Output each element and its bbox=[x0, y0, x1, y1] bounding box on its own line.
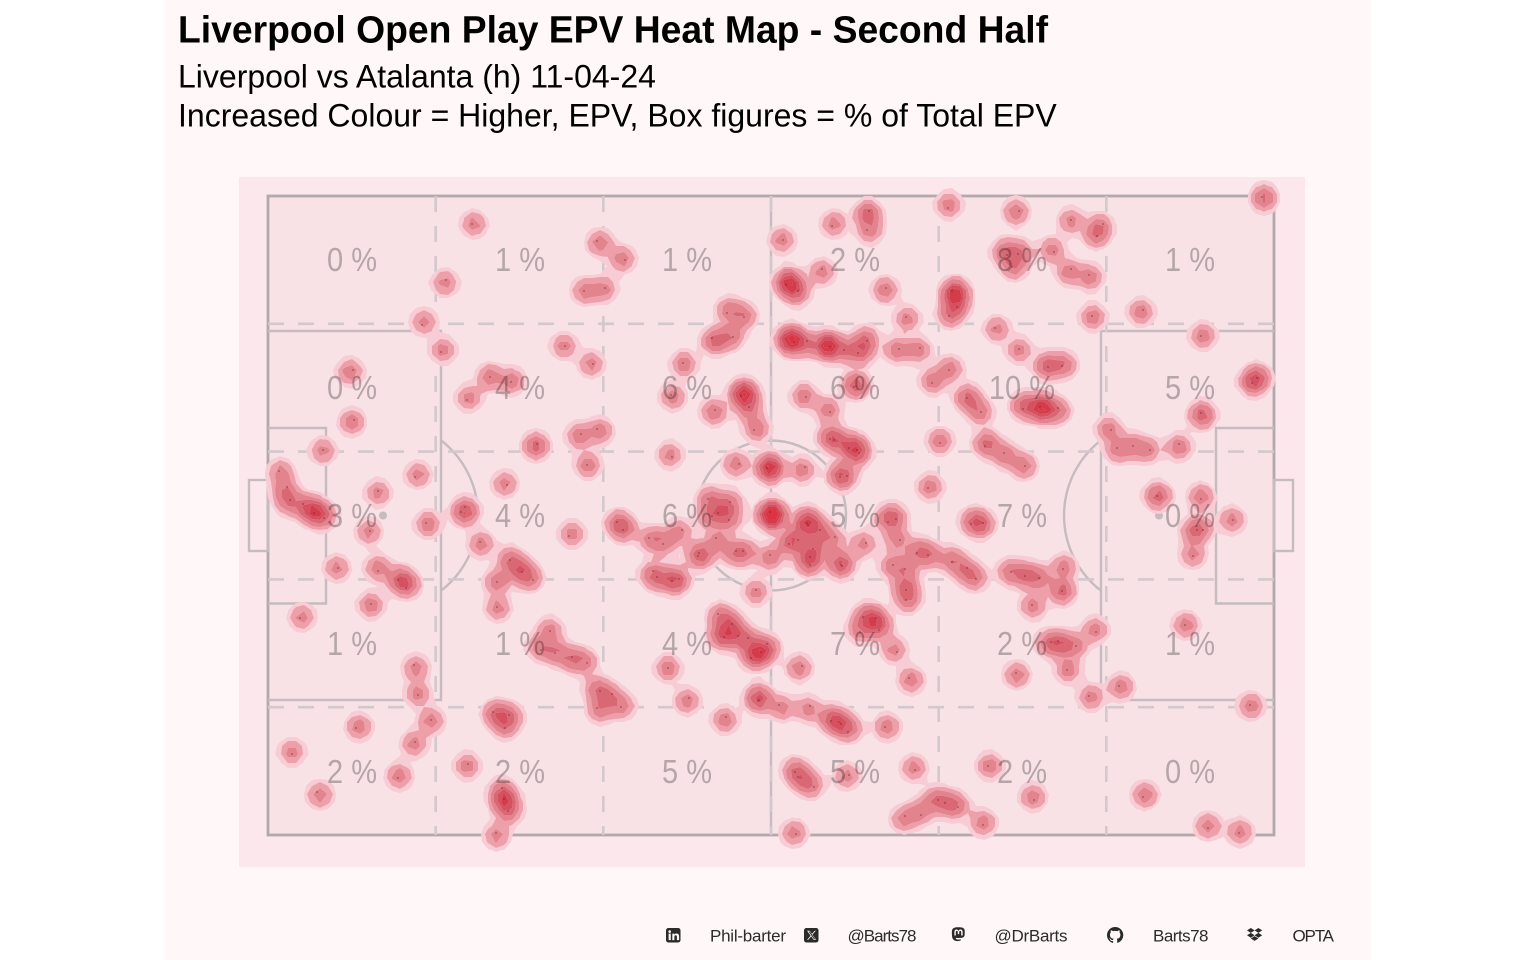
svg-text:6 %: 6 % bbox=[662, 497, 712, 534]
svg-text:1 %: 1 % bbox=[495, 241, 545, 278]
svg-text:OPTA: OPTA bbox=[1293, 927, 1335, 946]
svg-text:3 %: 3 % bbox=[327, 497, 377, 534]
svg-text:0 %: 0 % bbox=[327, 241, 377, 278]
svg-text:5 %: 5 % bbox=[830, 497, 880, 534]
svg-text:10 %: 10 % bbox=[989, 369, 1055, 406]
svg-text:2 %: 2 % bbox=[997, 753, 1047, 790]
svg-text:@DrBarts: @DrBarts bbox=[995, 927, 1068, 946]
svg-text:Increased Colour = Higher, EPV: Increased Colour = Higher, EPV, Box figu… bbox=[178, 98, 1057, 134]
svg-text:0 %: 0 % bbox=[1165, 497, 1215, 534]
svg-text:Liverpool vs Atalanta (h) 11-0: Liverpool vs Atalanta (h) 11-04-24 bbox=[178, 59, 656, 95]
svg-text:1 %: 1 % bbox=[327, 625, 377, 662]
svg-text:1 %: 1 % bbox=[1165, 625, 1215, 662]
svg-text:Barts78: Barts78 bbox=[1153, 927, 1209, 946]
svg-text:@Barts78: @Barts78 bbox=[848, 927, 917, 946]
svg-text:Phil-barter: Phil-barter bbox=[710, 927, 786, 946]
svg-text:2 %: 2 % bbox=[997, 625, 1047, 662]
svg-text:5 %: 5 % bbox=[662, 753, 712, 790]
svg-text:4 %: 4 % bbox=[495, 369, 545, 406]
svg-text:0 %: 0 % bbox=[327, 369, 377, 406]
svg-text:6 %: 6 % bbox=[662, 369, 712, 406]
svg-text:1 %: 1 % bbox=[1165, 241, 1215, 278]
svg-text:1 %: 1 % bbox=[495, 625, 545, 662]
svg-text:5 %: 5 % bbox=[1165, 369, 1215, 406]
svg-text:Liverpool Open Play EPV Heat M: Liverpool Open Play EPV Heat Map - Secon… bbox=[178, 10, 1048, 52]
svg-text:2 %: 2 % bbox=[495, 753, 545, 790]
svg-text:4 %: 4 % bbox=[495, 497, 545, 534]
svg-text:4 %: 4 % bbox=[662, 625, 712, 662]
svg-text:5 %: 5 % bbox=[830, 753, 880, 790]
svg-text:6 %: 6 % bbox=[830, 369, 880, 406]
svg-text:2 %: 2 % bbox=[327, 753, 377, 790]
svg-text:8 %: 8 % bbox=[997, 241, 1047, 278]
svg-text:7 %: 7 % bbox=[997, 497, 1047, 534]
svg-text:2 %: 2 % bbox=[830, 241, 880, 278]
svg-text:1 %: 1 % bbox=[662, 241, 712, 278]
svg-text:0 %: 0 % bbox=[1165, 753, 1215, 790]
svg-text:7 %: 7 % bbox=[830, 625, 880, 662]
